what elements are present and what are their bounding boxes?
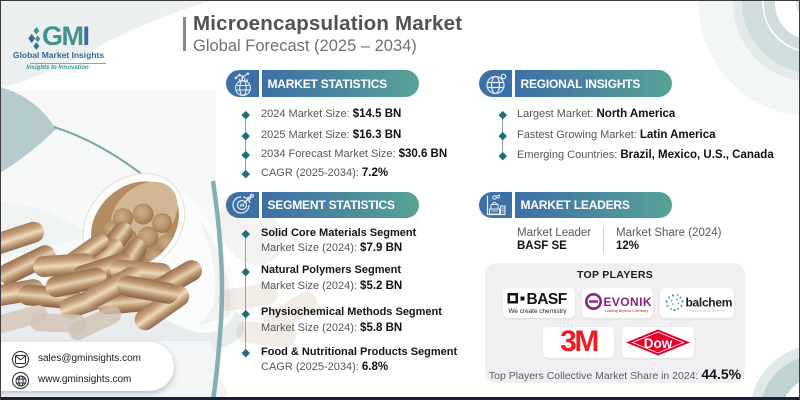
svg-text:Dow: Dow (644, 336, 673, 351)
svg-text:BASF: BASF (527, 291, 567, 308)
svg-text:We create chemistry: We create chemistry (509, 308, 568, 315)
svg-text:EVONIK: EVONIK (604, 295, 652, 309)
svg-text:Leading Beyond Chemistry: Leading Beyond Chemistry (605, 309, 648, 313)
svg-text:Think Today. Better Tomorrow.: Think Today. Better Tomorrow. (687, 309, 725, 313)
svg-text:balchem: balchem (686, 296, 733, 310)
